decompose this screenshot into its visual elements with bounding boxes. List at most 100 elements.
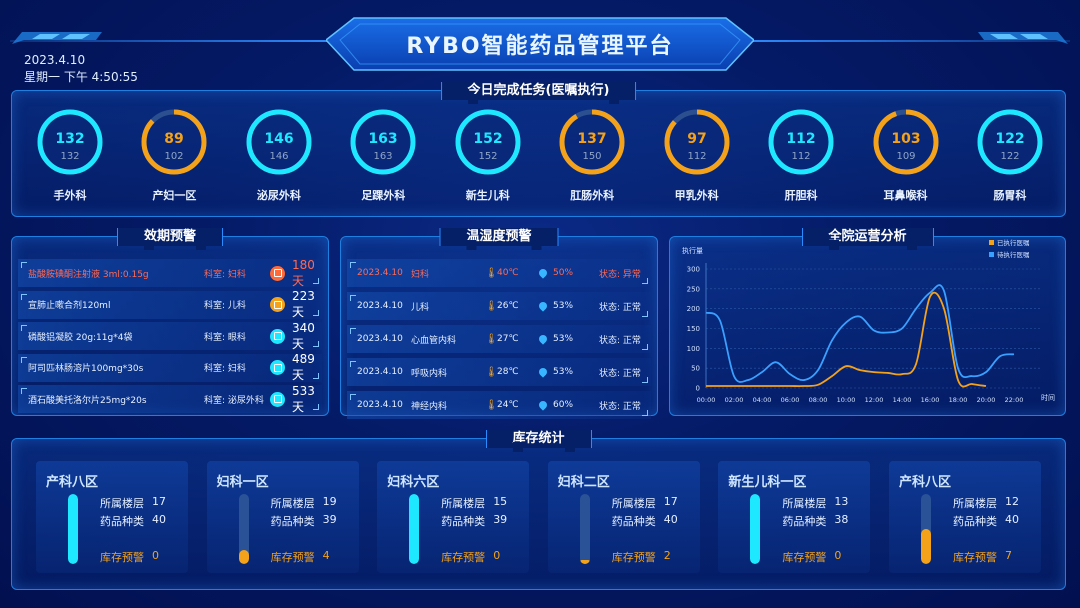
drug-kinds-label: 药品种类 [952,515,997,528]
analysis-panel-title: 全院运营分析 [801,228,934,250]
datetime: 2023.4.10 星期一 下午 4:50:55 [24,52,138,86]
stock-warning-label: 库存预警 [611,551,656,564]
x-tick-label: 18:00 [949,396,968,404]
task-panel-title: 今日完成任务(医嘱执行) [440,82,637,104]
expiry-panel-title: 效期预警 [116,228,224,250]
ward-name: 妇科一区 [216,475,269,490]
ring-label: 手外科 [53,189,87,202]
ring-done-value: 132 [55,131,84,147]
temperature-value: 27℃ [497,334,519,344]
drug-kinds-label: 药品种类 [100,515,144,528]
drug-name: 宣肺止嗽合剂120ml [28,301,111,311]
status-text: 状态: 正常 [599,335,641,346]
y-tick-label: 100 [687,345,700,353]
expiry-row: 宣肺止嗽合剂120ml 科室: 儿科 223天 [18,289,322,319]
ring-label: 肠胃科 [993,189,1027,202]
record-dept: 儿科 [411,302,430,313]
expiry-row: 阿司匹林肠溶片100mg*30s 科室: 妇科 489天 [18,352,322,382]
humidity-row: 2023.4.10 儿科 🌡 26℃ 53% 状态: 正常 [347,292,651,320]
floor-label: 所属楼层 [441,497,486,510]
x-tick-label: 14:00 [893,396,912,404]
stock-warning-value: 0 [834,549,842,562]
humidity-value: 53% [553,334,574,344]
calendar-glyph [273,269,282,277]
task-ring-item: 137 150 肛肠外科 [542,107,642,203]
humidity-value: 60% [553,400,574,410]
current-date: 2023.4.10 [24,53,86,67]
x-tick-label: 22:00 [1005,396,1024,404]
calendar-icon [270,360,285,375]
ring-label: 产妇一区 [152,189,197,202]
legend-swatch [989,252,994,257]
floor-value: 19 [322,495,337,508]
floor: 所属楼层 19 [271,495,337,511]
record-dept: 妇科 [411,269,430,280]
legend-swatch [989,240,994,245]
humidity-panel-title: 温湿度预警 [439,228,559,250]
drug-kinds: 药品种类 40 [952,513,1019,529]
ring-progress [559,109,625,175]
floor: 所属楼层 17 [100,495,166,511]
expiry-row: 磷酸铝凝胶 20g:11g*4袋 科室: 眼科 340天 [18,321,322,351]
ring-label: 新生儿科 [465,189,510,202]
stock-level-bar [920,494,931,564]
droplet-icon [537,399,549,411]
calendar-icon [270,265,285,281]
drug-name: 磷酸铝凝胶 20g:11g*4袋 [28,332,133,343]
floor-value: 17 [663,495,678,508]
thermometer-icon: 🌡 [485,333,498,345]
calendar-glyph [273,300,282,309]
ring-total-value: 150 [583,151,602,162]
drug-kinds: 药品种类 39 [441,513,507,529]
floor: 所属楼层 13 [782,495,848,511]
expiry-days: 533天 [292,383,315,414]
analysis-panel: 执行量 0 50 100 150 200 250 300 00:00 02:00 04:00 06:0… [669,228,1066,416]
ring-progress [37,109,103,175]
header-line-right [740,40,1070,42]
ring-total-value: 152 [478,151,497,162]
stock-level-bar [68,494,78,564]
ring-total-value: 146 [269,151,288,162]
stock-warning: 库存预警 7 [953,549,1012,565]
drug-kinds: 药品种类 40 [612,513,678,529]
ring-progress [768,109,834,175]
ward-name: 产科八区 [898,475,951,490]
series-line-executed [705,291,987,388]
ring-total-value: 112 [687,151,706,162]
record-date: 2023.4.10 [357,334,403,344]
ring-label: 泌尿外科 [256,189,301,202]
calendar-icon [270,297,285,312]
stock-warning: 库存预警 0 [782,549,841,565]
humidity-list: 2023.4.10 妇科 🌡 40℃ 50% 状态: 异常 2023.4.10 儿科 🌡 26℃ 5… [347,259,651,424]
ring-label: 肛肠外科 [570,189,615,202]
y-tick-label: 150 [687,325,700,333]
ring-progress [246,109,312,175]
x-tick-label: 06:00 [781,396,800,404]
legend-label: 已执行医嘱 [997,238,1030,247]
floor-label: 所属楼层 [100,497,144,510]
drug-kinds-label: 药品种类 [441,515,486,528]
stock-warning: 库存预警 4 [271,549,330,565]
ring-total-value: 122 [1000,151,1019,162]
drug-name: 阿司匹林肠溶片100mg*30s [28,364,144,374]
y-axis-label: 执行量 [682,246,703,255]
drug-kinds-value: 39 [322,513,337,526]
ring-progress [873,109,938,175]
x-axis-label: 时间 [1041,393,1055,402]
record-date: 2023.4.10 [357,268,403,278]
stock-warning-label: 库存预警 [782,551,827,564]
stock-warning-value: 0 [493,549,501,562]
record-dept: 心血管内科 [411,335,457,346]
task-ring-item: 122 122 肠胃科 [960,107,1060,203]
stock-level-fill [579,559,590,564]
ring-total-value: 102 [165,151,184,162]
ring-progress [455,109,521,175]
task-panel: 今日完成任务(医嘱执行) 132 132 手外科 89 102 产妇一区 146 146 泌尿外… [11,82,1066,217]
x-tick-label: 12:00 [865,396,884,404]
y-tick-label: 200 [687,305,700,313]
